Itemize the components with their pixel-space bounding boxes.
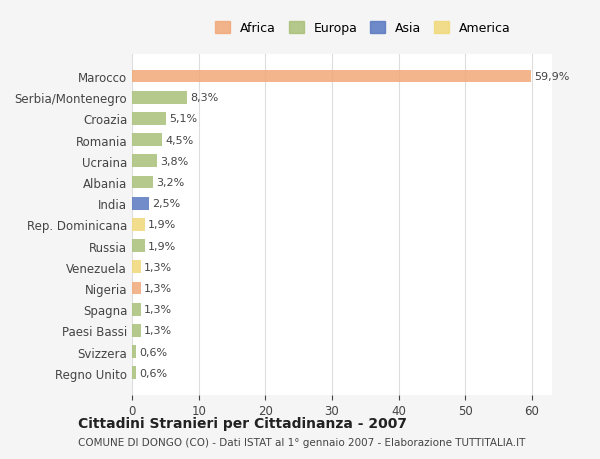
Bar — [132, 240, 145, 252]
Bar — [132, 197, 149, 210]
Text: Cittadini Stranieri per Cittadinanza - 2007: Cittadini Stranieri per Cittadinanza - 2… — [78, 416, 407, 430]
Text: 1,3%: 1,3% — [144, 283, 172, 293]
Bar — [132, 218, 145, 231]
Bar — [132, 71, 532, 83]
Bar — [132, 113, 166, 125]
Text: 59,9%: 59,9% — [535, 72, 570, 82]
Bar — [132, 155, 157, 168]
Text: 2,5%: 2,5% — [152, 199, 180, 209]
Text: 3,2%: 3,2% — [157, 178, 185, 188]
Bar — [132, 303, 140, 316]
Text: 8,3%: 8,3% — [191, 93, 219, 103]
Bar — [132, 325, 140, 337]
Text: COMUNE DI DONGO (CO) - Dati ISTAT al 1° gennaio 2007 - Elaborazione TUTTITALIA.I: COMUNE DI DONGO (CO) - Dati ISTAT al 1° … — [78, 437, 526, 447]
Text: 1,3%: 1,3% — [144, 262, 172, 272]
Bar — [132, 367, 136, 379]
Text: 3,8%: 3,8% — [161, 157, 189, 167]
Bar — [132, 346, 136, 358]
Text: 1,9%: 1,9% — [148, 241, 176, 251]
Bar — [132, 282, 140, 295]
Bar — [132, 176, 154, 189]
Bar — [132, 261, 140, 274]
Text: 5,1%: 5,1% — [169, 114, 197, 124]
Bar — [132, 92, 187, 104]
Text: 1,3%: 1,3% — [144, 304, 172, 314]
Text: 4,5%: 4,5% — [166, 135, 194, 146]
Text: 0,6%: 0,6% — [139, 347, 167, 357]
Bar — [132, 134, 162, 147]
Text: 1,9%: 1,9% — [148, 220, 176, 230]
Text: 0,6%: 0,6% — [139, 368, 167, 378]
Text: 1,3%: 1,3% — [144, 326, 172, 336]
Legend: Africa, Europa, Asia, America: Africa, Europa, Asia, America — [211, 17, 515, 40]
